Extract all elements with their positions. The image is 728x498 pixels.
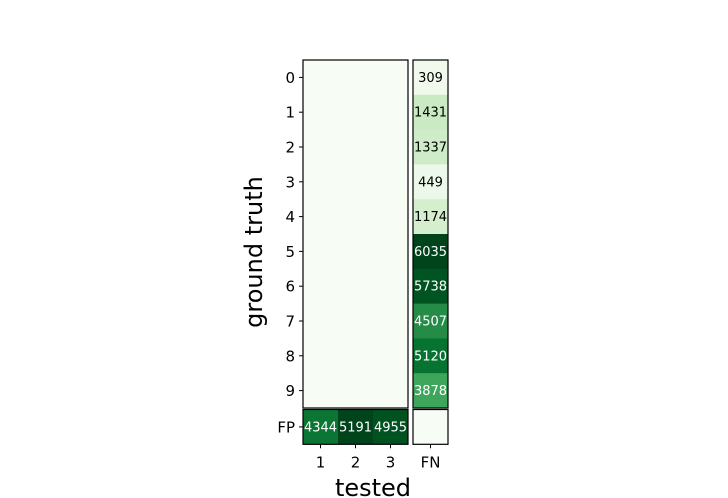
fn-cell-label: 449 <box>418 175 443 190</box>
matrix-cell <box>373 373 409 409</box>
matrix-cell <box>338 338 374 374</box>
matrix-cell <box>303 303 339 339</box>
matrix-cell <box>303 373 339 409</box>
y-tick-label: 0 <box>285 69 295 87</box>
fp-cell <box>338 409 374 445</box>
fn-cell-label: 4507 <box>414 315 447 330</box>
fn-cell-label: 1337 <box>414 141 447 156</box>
matrix-cell <box>373 199 409 235</box>
matrix-cell <box>338 94 374 131</box>
x-tick-label: FN <box>421 453 441 471</box>
matrix-cell <box>373 303 409 339</box>
fp-cell-label: 4955 <box>374 420 407 435</box>
matrix-cell <box>338 164 374 200</box>
matrix-cell <box>338 234 374 270</box>
matrix-cell <box>338 303 374 339</box>
matrix-border <box>302 59 409 409</box>
corner-cell <box>412 408 449 445</box>
matrix-cell <box>373 94 409 131</box>
x-tick-label: 3 <box>386 453 396 471</box>
matrix-cell <box>373 164 409 200</box>
matrix-cell <box>373 338 409 374</box>
fp-cell-label: 5191 <box>339 420 372 435</box>
fn-cell-label: 6035 <box>414 245 447 260</box>
x-axis-label: tested <box>335 474 411 498</box>
fn-column-border <box>412 59 449 409</box>
matrix-cell <box>303 199 339 235</box>
fn-cell <box>413 373 448 409</box>
y-tick-label: 8 <box>285 347 295 365</box>
fn-cell <box>413 94 448 131</box>
y-tick-label: 3 <box>285 173 295 191</box>
fn-cell-label: 3878 <box>414 384 447 399</box>
matrix-cell <box>338 129 374 165</box>
fn-cell <box>413 234 448 270</box>
matrix-cell <box>303 338 339 374</box>
matrix-cell <box>303 60 339 96</box>
fn-cell <box>413 129 448 165</box>
y-tick-label: 5 <box>285 243 295 261</box>
fn-cell <box>413 60 448 96</box>
y-tick-label: 7 <box>285 313 295 331</box>
y-tick-label: 1 <box>285 104 295 122</box>
y-tick-label: 2 <box>285 139 295 157</box>
fn-cell-label: 5120 <box>414 349 447 364</box>
fn-cell-label: 1431 <box>414 106 447 121</box>
y-tick-label: FP <box>277 418 295 436</box>
fn-cell <box>413 164 448 200</box>
fn-cell <box>413 199 448 235</box>
y-tick-label: 6 <box>285 278 295 296</box>
matrix-cell <box>373 234 409 270</box>
matrix-cell <box>303 129 339 165</box>
y-tick-label: 9 <box>285 382 295 400</box>
matrix-cell <box>303 94 339 131</box>
matrix-cell <box>373 60 409 96</box>
fn-cell-label: 309 <box>418 71 443 86</box>
fn-cell <box>413 338 448 374</box>
fp-cell-label: 4344 <box>304 420 337 435</box>
fn-cell <box>413 268 448 305</box>
matrix-cell <box>303 164 339 200</box>
matrix-cell <box>373 268 409 305</box>
y-axis-label: ground truth <box>240 176 268 328</box>
matrix-cell <box>338 373 374 409</box>
x-tick-label: 1 <box>316 453 326 471</box>
matrix-cell <box>303 234 339 270</box>
matrix-cell <box>303 268 339 305</box>
fn-cell <box>413 303 448 339</box>
matrix-cell <box>338 268 374 305</box>
fn-cell-label: 5738 <box>414 280 447 295</box>
fp-cell <box>373 409 409 445</box>
fn-cell-label: 1174 <box>414 210 447 225</box>
y-tick-label: 4 <box>285 208 295 226</box>
matrix-cell <box>373 129 409 165</box>
fp-cell <box>303 409 339 445</box>
x-tick-label: 2 <box>351 453 361 471</box>
matrix-cell <box>338 60 374 96</box>
matrix-cell <box>338 199 374 235</box>
